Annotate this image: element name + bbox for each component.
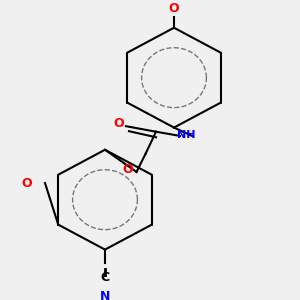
Text: NH: NH xyxy=(177,130,196,140)
Text: O: O xyxy=(113,117,124,130)
Text: N: N xyxy=(100,290,110,300)
Text: C: C xyxy=(100,271,109,284)
Text: O: O xyxy=(22,176,32,190)
Text: O: O xyxy=(122,163,133,176)
Text: O: O xyxy=(169,2,179,15)
